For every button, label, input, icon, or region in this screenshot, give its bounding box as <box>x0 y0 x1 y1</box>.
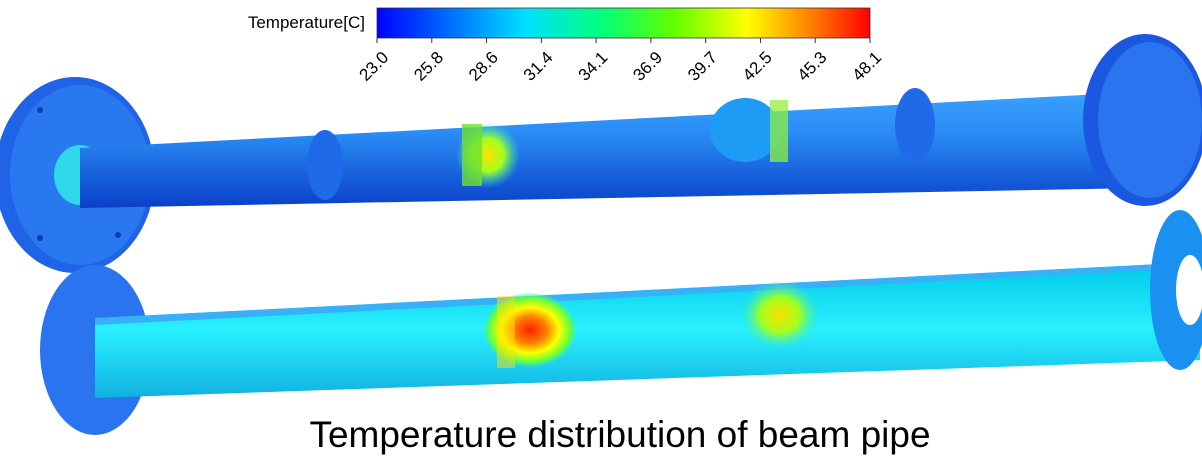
colorbar-tick-label: 34.1 <box>575 48 612 85</box>
colorbar <box>377 8 870 38</box>
figure: Temperature[C] 23.0 25.8 28.6 31.4 34.1 36.9 3… <box>0 0 1202 457</box>
colorbar-tick-label: 25.8 <box>410 48 447 85</box>
colorbar-tick-label: 45.3 <box>794 48 831 85</box>
section-pipe <box>40 210 1202 435</box>
colorbar-tick-label: 28.6 <box>465 48 502 85</box>
colorbar-tick-label: 31.4 <box>520 48 557 85</box>
colorbar-tick-label: 23.0 <box>355 48 392 85</box>
figure-canvas: Temperature[C] 23.0 25.8 28.6 31.4 34.1 36.9 3… <box>0 0 1202 457</box>
colorbar-ticks: 23.0 25.8 28.6 31.4 34.1 36.9 39.7 42.5 45.3 48.1 <box>355 38 885 85</box>
colorbar-title: Temperature[C] <box>248 13 365 32</box>
colorbar-tick-label: 42.5 <box>739 48 776 85</box>
caption: Temperature distribution of beam pipe <box>309 414 930 455</box>
colorbar-tick-label: 36.9 <box>629 48 666 85</box>
colorbar-tick-label: 39.7 <box>684 48 721 85</box>
colorbar-tick-label: 48.1 <box>848 48 885 85</box>
